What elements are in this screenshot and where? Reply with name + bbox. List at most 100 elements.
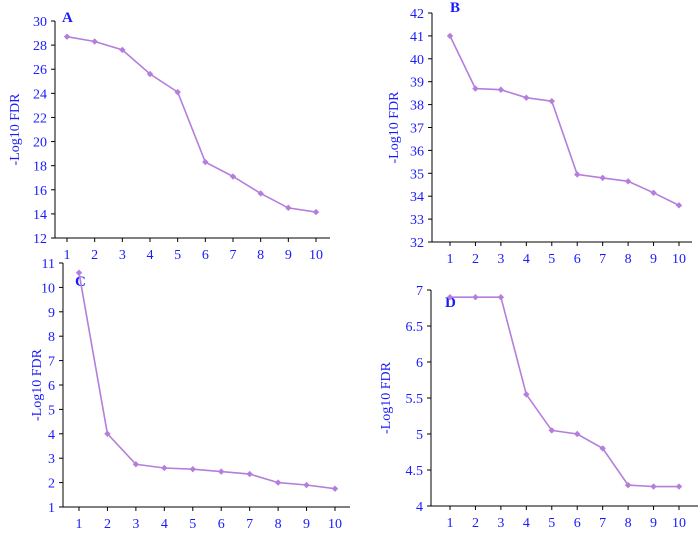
x-tick-label: 4 [161, 517, 168, 532]
x-tick-label: 1 [64, 248, 71, 263]
x-tick-label: 5 [189, 517, 196, 532]
series-line [450, 296, 679, 488]
series-line [78, 272, 336, 490]
x-tick-label: 8 [625, 516, 632, 531]
data-point [497, 86, 505, 93]
x-tick-label: 2 [91, 248, 98, 263]
x-tick-label: 6 [574, 516, 581, 531]
data-point [119, 46, 126, 54]
y-tick-label: 33 [410, 213, 424, 228]
y-tick-label: 2 [48, 477, 55, 492]
data-point [146, 70, 154, 78]
x-tick-label: 4 [523, 252, 530, 267]
y-tick-label: 4.5 [406, 464, 424, 479]
series-line [449, 35, 680, 207]
x-tick-label: 1 [76, 517, 83, 532]
y-tick-label: 32 [410, 236, 424, 251]
x-tick-label: 5 [548, 516, 555, 531]
data-point [303, 481, 310, 489]
y-tick-label: 34 [410, 190, 424, 205]
y-tick-label: 4 [48, 428, 55, 443]
data-point [91, 38, 98, 45]
x-tick-label: 5 [548, 252, 555, 267]
data-point [189, 465, 196, 473]
data-point [675, 483, 683, 490]
panel-d: 4 4.5 5 5.5 6 6.5 7 1 2 3 4 5 6 7 8 9 10 -Log10 FDR D [379, 284, 698, 531]
y-tick-label: 39 [410, 76, 424, 91]
data-point [675, 202, 683, 209]
data-point [599, 174, 606, 182]
series-line [66, 35, 317, 213]
y-tick-label: 16 [33, 184, 47, 199]
x-tick-label: 8 [625, 252, 632, 267]
data-point [63, 33, 71, 40]
y-tick-label: 38 [410, 99, 424, 114]
x-tick-label: 10 [672, 252, 686, 267]
y-tick-label: 18 [33, 160, 47, 175]
data-point [257, 190, 264, 197]
y-tick-label: 36 [410, 144, 424, 159]
data-point [574, 430, 581, 438]
y-tick-label: 6 [48, 379, 55, 394]
x-tick-label: 9 [303, 517, 310, 532]
y-tick-label: 28 [33, 39, 47, 54]
x-tick-label: 7 [599, 252, 606, 267]
x-tick-label: 10 [328, 517, 342, 532]
data-point [523, 94, 530, 101]
x-tick-label: 5 [174, 248, 181, 263]
data-point [331, 485, 339, 492]
x-tick-label: 8 [257, 248, 264, 263]
data-point [472, 294, 479, 301]
y-tick-label: 41 [410, 30, 424, 45]
x-tick-label: 4 [147, 248, 154, 263]
y-tick-label: 40 [410, 53, 424, 68]
x-tick-label: 2 [104, 517, 111, 532]
y-tick-label: 7 [48, 355, 55, 370]
x-tick-label: 3 [119, 248, 126, 263]
data-point [472, 85, 479, 92]
data-point [104, 430, 111, 437]
y-tick-label: 30 [33, 15, 47, 30]
x-tick-label: 3 [497, 252, 504, 267]
data-point [650, 483, 657, 490]
data-point [624, 178, 632, 185]
x-tick-label: 9 [285, 248, 292, 263]
data-point [132, 461, 140, 468]
data-point [497, 294, 505, 301]
y-tick-label: 11 [42, 257, 55, 272]
data-point [523, 391, 530, 398]
x-tick-label: 7 [230, 248, 237, 263]
x-tick-label: 7 [246, 517, 253, 532]
x-tick-label: 3 [497, 516, 504, 531]
y-tick-label: 35 [410, 167, 424, 182]
data-point [274, 479, 282, 486]
y-tick-label: 5 [416, 428, 423, 443]
x-tick-label: 6 [574, 252, 581, 267]
y-tick-label: 12 [33, 232, 47, 247]
x-tick-label: 7 [599, 516, 606, 531]
panel-letter: A [62, 10, 73, 26]
x-tick-label: 8 [275, 517, 282, 532]
y-axis-title: -Log10 FDR [30, 348, 45, 421]
data-point [548, 97, 555, 105]
data-point [161, 464, 168, 472]
panel-letter: B [450, 0, 460, 16]
data-point [599, 445, 606, 452]
y-tick-label: 7 [416, 284, 423, 299]
y-tick-label: 37 [410, 122, 424, 137]
data-point [650, 189, 657, 196]
data-point [229, 173, 237, 180]
data-point [202, 158, 209, 166]
data-point [75, 269, 83, 276]
y-tick-label: 6.5 [406, 320, 424, 335]
y-axis-title: -Log10 FDR [8, 93, 23, 166]
y-tick-label: 42 [410, 7, 424, 22]
data-point [246, 470, 253, 478]
data-point [218, 468, 225, 475]
y-axis-title: -Log10 FDR [379, 361, 394, 434]
y-tick-label: 4 [416, 500, 423, 515]
data-point [624, 481, 632, 489]
